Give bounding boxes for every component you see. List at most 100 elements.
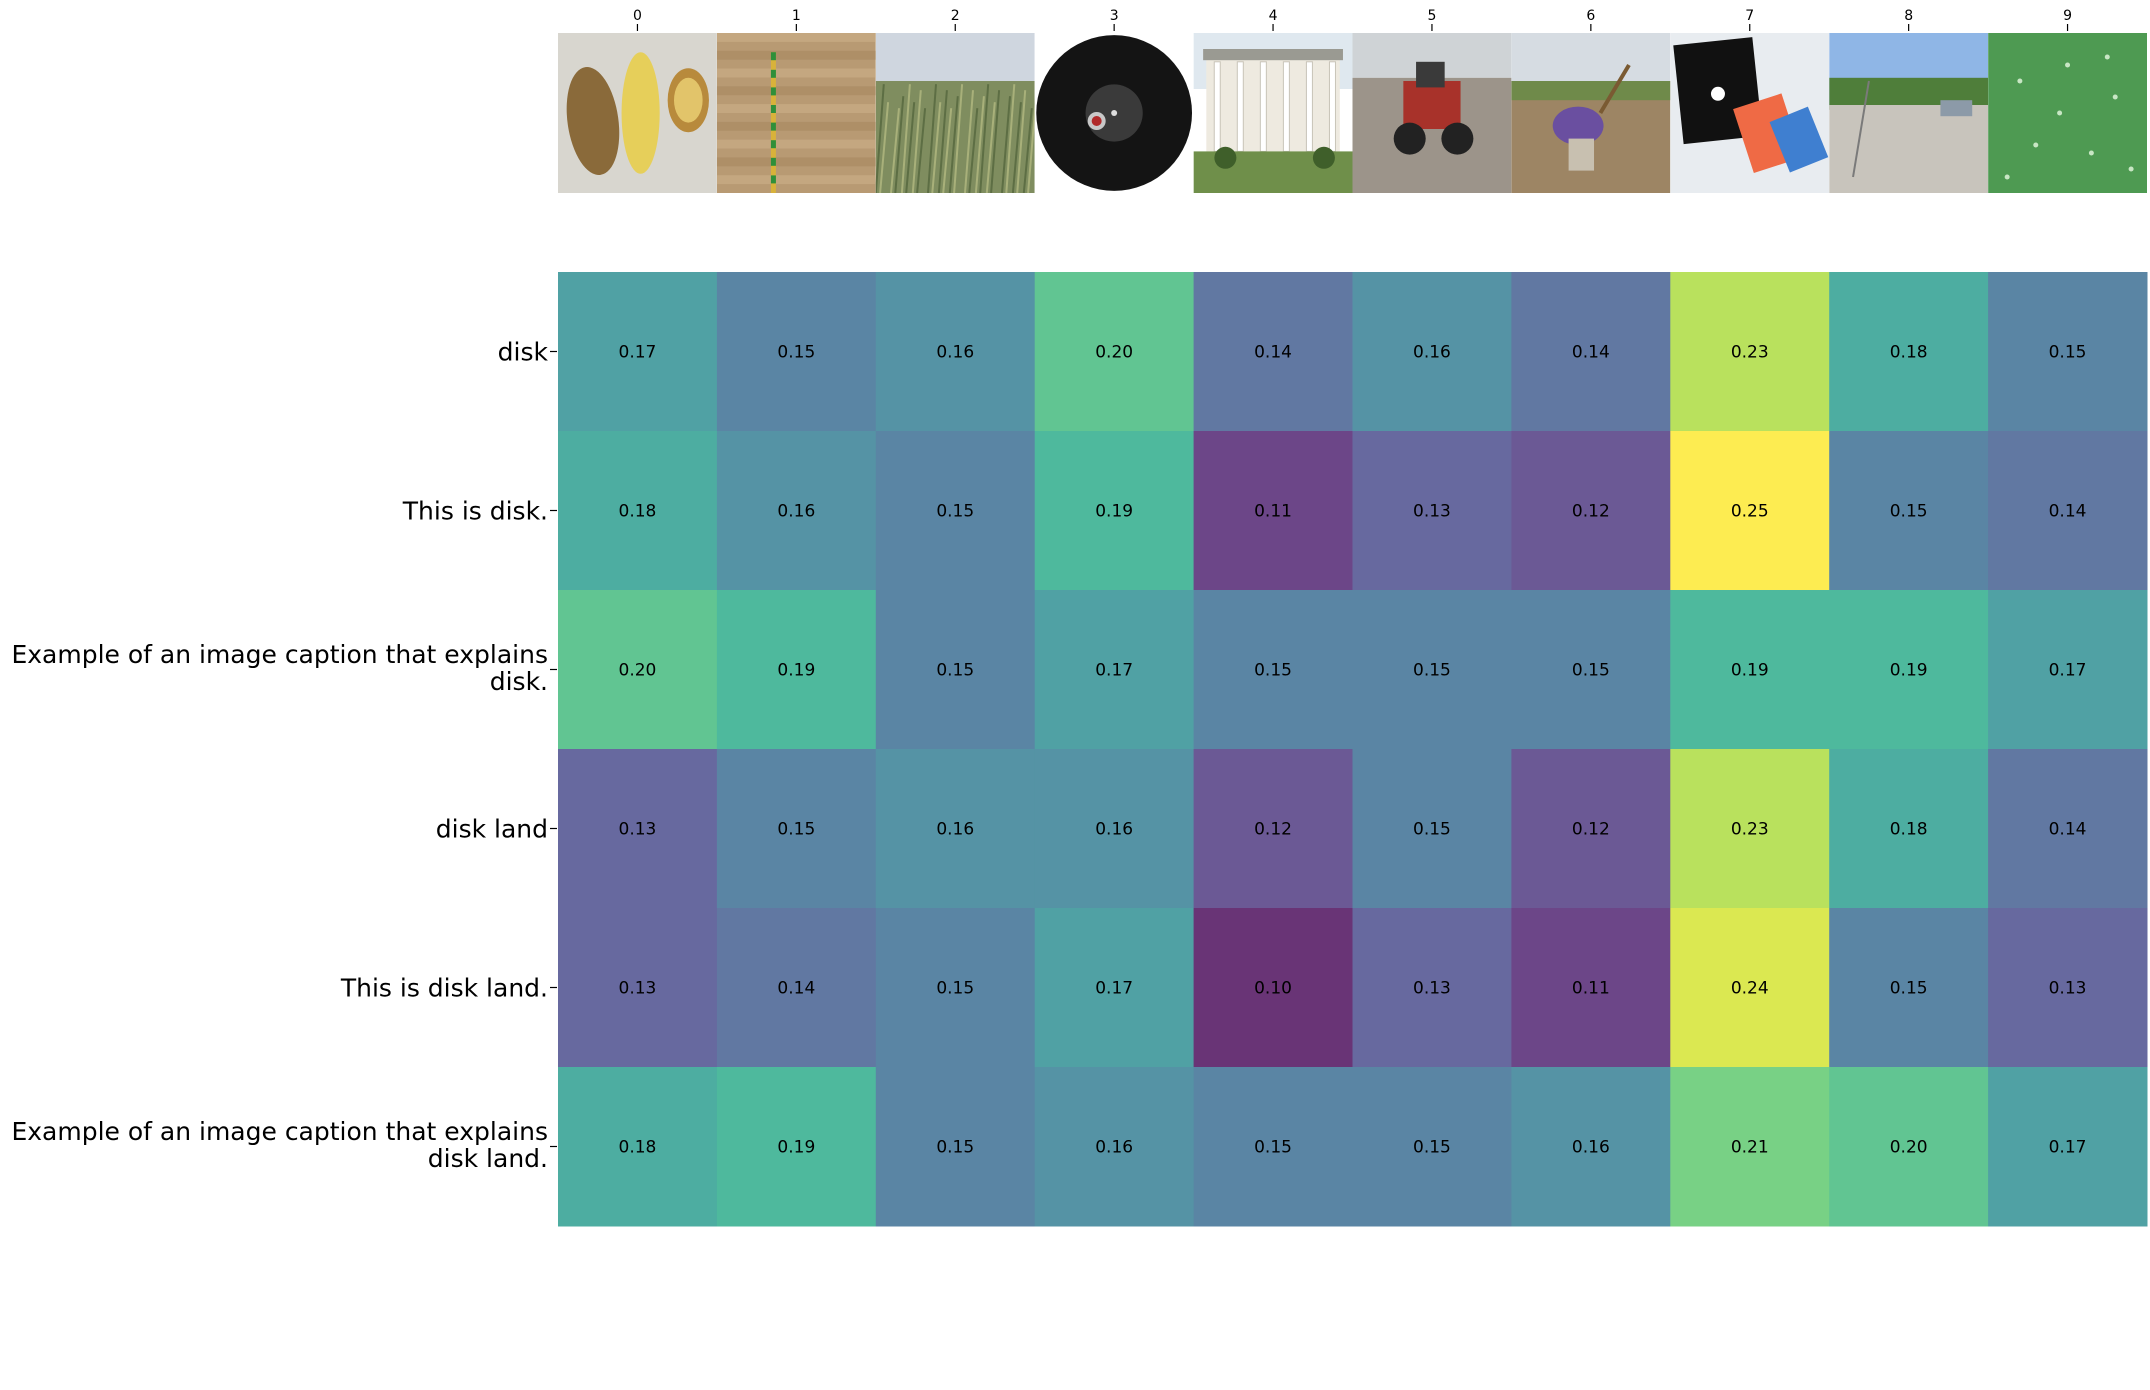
- heatmap-cell: [716, 908, 877, 1068]
- heatmap-cell: [558, 272, 718, 432]
- heatmap-cell: [558, 431, 718, 591]
- heatmap-cell: [1352, 590, 1512, 750]
- cell-value-label: 0.13: [1413, 502, 1451, 522]
- row-label: disk: [498, 338, 549, 367]
- heatmap-cell: [1988, 1067, 2148, 1227]
- cell-value-label: 0.15: [777, 820, 815, 840]
- heatmap-cell: [875, 272, 1036, 432]
- heatmap-cell: [1034, 749, 1195, 909]
- heatmap-cell: [1352, 908, 1512, 1068]
- cell-value-label: 0.13: [619, 979, 657, 999]
- heatmap-cell: [1352, 749, 1512, 909]
- cell-value-label: 0.15: [936, 502, 974, 522]
- row-label: Example of an image caption that explain…: [11, 1117, 548, 1146]
- heatmap-cell: [1829, 431, 1989, 591]
- row-label: Example of an image caption that explain…: [11, 640, 548, 669]
- cell-value-label: 0.10: [1254, 979, 1292, 999]
- cell-value-label: 0.16: [1095, 820, 1133, 840]
- cell-value-label: 0.25: [1731, 502, 1769, 522]
- cell-value-label: 0.16: [1572, 1138, 1610, 1158]
- cell-value-label: 0.13: [2049, 979, 2087, 999]
- heatmap-cell: [716, 590, 877, 750]
- heatmap-cell: [1511, 431, 1671, 591]
- cell-value-label: 0.14: [2049, 502, 2087, 522]
- heatmap-cell: [1511, 590, 1671, 750]
- cell-value-label: 0.19: [1095, 502, 1133, 522]
- cell-value-label: 0.18: [619, 1138, 657, 1158]
- row-labels: disk This is disk. Example of an image cap…: [11, 338, 557, 1173]
- column-tick-label: 5: [1427, 8, 1436, 24]
- cell-value-label: 0.16: [777, 502, 815, 522]
- heatmap-cell: [558, 590, 718, 750]
- heatmap-cell: [1193, 590, 1353, 750]
- cell-value-label: 0.17: [619, 343, 657, 363]
- heatmap-cell: [1034, 908, 1195, 1068]
- heatmap-cell: [1352, 272, 1512, 432]
- column-tick-label: 6: [1586, 8, 1595, 24]
- heatmap-cell: [875, 1067, 1036, 1227]
- column-thumbnail-strip: [558, 33, 2147, 193]
- heatmap-cell: [1511, 908, 1671, 1068]
- cell-value-label: 0.16: [1095, 1138, 1133, 1158]
- heatmap-cell: [1193, 272, 1353, 432]
- cell-value-label: 0.17: [1095, 661, 1133, 681]
- column-tick-label: 3: [1110, 8, 1119, 24]
- column-tick-label: 9: [2063, 8, 2072, 24]
- cell-value-label: 0.19: [777, 1138, 815, 1158]
- thumbnail-farmer-with-hoe: [1511, 33, 1671, 193]
- heatmap-cell: [1193, 1067, 1353, 1227]
- thumbnail-plantation-house: [1193, 33, 1353, 193]
- cell-value-label: 0.15: [1413, 820, 1451, 840]
- thumbnail-gravel-lot: [1829, 33, 1989, 193]
- heatmap-cell: [1352, 431, 1512, 591]
- row-label: This is disk.: [402, 497, 548, 526]
- cell-value-label: 0.13: [1413, 979, 1451, 999]
- cell-value-label: 0.17: [2049, 661, 2087, 681]
- column-tick-label: 1: [792, 8, 801, 24]
- row-label: disk land.: [428, 1144, 548, 1173]
- thumbnail-soil-profile: [716, 33, 876, 193]
- heatmap-cell: [558, 1067, 718, 1227]
- cell-value-label: 0.23: [1731, 343, 1769, 363]
- row-label: disk.: [490, 667, 548, 696]
- heatmap-cell: [1511, 1067, 1671, 1227]
- heatmap-cell: [716, 1067, 877, 1227]
- heatmap-cell: [1829, 1067, 1989, 1227]
- cell-value-label: 0.20: [619, 661, 657, 681]
- column-tick-label: 7: [1745, 8, 1754, 24]
- cell-value-label: 0.16: [1413, 343, 1451, 363]
- cell-value-label: 0.19: [777, 661, 815, 681]
- cell-value-label: 0.15: [1254, 1138, 1292, 1158]
- cell-value-label: 0.16: [936, 820, 974, 840]
- heatmap-cell: [1670, 431, 1830, 591]
- column-tick-label: 4: [1269, 8, 1278, 24]
- cell-value-label: 0.13: [619, 820, 657, 840]
- cell-value-label: 0.15: [1890, 979, 1928, 999]
- heatmap-cell: [1988, 749, 2148, 909]
- row-label: disk land: [436, 815, 548, 844]
- cell-value-label: 0.15: [2049, 343, 2087, 363]
- heatmap-cell: [875, 590, 1036, 750]
- heatmap-cell: [1670, 749, 1830, 909]
- cell-value-label: 0.14: [1572, 343, 1610, 363]
- column-tick-labels: 0 1 2 3 4 5 6 7 8 9: [633, 8, 2072, 31]
- cell-value-label: 0.12: [1572, 502, 1610, 522]
- cell-value-label: 0.17: [2049, 1138, 2087, 1158]
- heatmap-cell: [1829, 908, 1989, 1068]
- cell-value-label: 0.24: [1731, 979, 1769, 999]
- thumbnail-wheat-field: [875, 33, 1035, 193]
- heatmap-cell: [1670, 908, 1830, 1068]
- cell-value-label: 0.15: [936, 661, 974, 681]
- heatmap-cells: [558, 272, 2148, 1227]
- cell-value-label: 0.14: [777, 979, 815, 999]
- heatmap-cell: [1193, 908, 1353, 1068]
- heatmap-cell: [1988, 431, 2148, 591]
- heatmap-cell: [875, 908, 1036, 1068]
- cell-value-label: 0.19: [1890, 661, 1928, 681]
- heatmap-cell: [1829, 272, 1989, 432]
- heatmap-cell: [1034, 431, 1195, 591]
- cell-value-label: 0.17: [1095, 979, 1133, 999]
- heatmap-cell: [1988, 908, 2148, 1068]
- cell-value-label: 0.15: [1254, 661, 1292, 681]
- heatmap-cell: [875, 431, 1036, 591]
